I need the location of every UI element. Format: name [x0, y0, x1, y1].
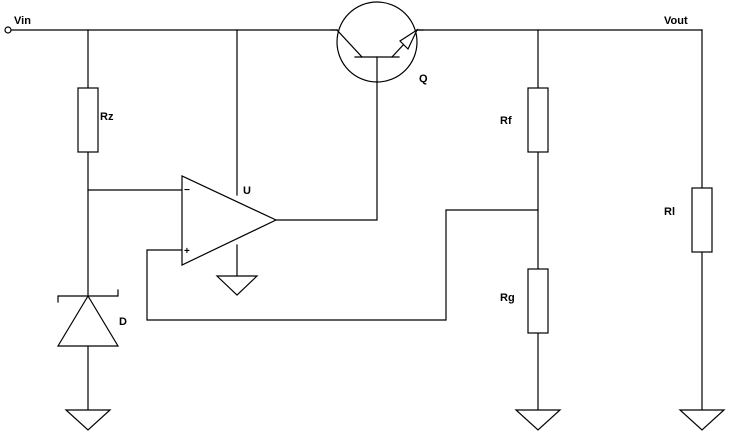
zener-diode-d: [56, 289, 120, 347]
rg-label: Rg: [500, 292, 515, 304]
d-label: D: [119, 316, 127, 328]
u-label: U: [243, 185, 251, 197]
wires: [11, 29, 703, 411]
opamp-noninverting-sign: +: [184, 246, 190, 257]
ground-symbol-opamp: [215, 275, 259, 296]
vin-terminal: [4, 26, 12, 34]
resistor-rz: [77, 87, 99, 153]
rz-label: Rz: [100, 111, 114, 123]
vin-label: Vin: [14, 15, 31, 27]
transistor-emitter-arrow: [399, 28, 419, 51]
resistor-rl: [691, 187, 713, 253]
diode-cathode-bar: [57, 289, 119, 303]
ground-symbol-rl: [678, 409, 726, 431]
vout-label: Vout: [664, 15, 688, 27]
wire-opamp-output-to-base: [275, 56, 378, 221]
op-amp-u: − +: [181, 175, 278, 266]
diode-body: [56, 294, 120, 347]
wire-feedback: [146, 209, 539, 321]
opamp-body: [181, 175, 278, 266]
q-label: Q: [419, 73, 428, 85]
ground-symbol-rg: [514, 409, 562, 431]
rl-label: Rl: [664, 206, 675, 218]
ground-symbol-diode: [64, 409, 112, 431]
resistor-rf: [527, 87, 549, 153]
transistor-collector: [336, 29, 363, 58]
transistor-q: [330, 1, 424, 83]
opamp-inverting-sign: −: [184, 185, 190, 196]
resistor-rg: [527, 268, 549, 334]
rf-label: Rf: [500, 115, 512, 127]
